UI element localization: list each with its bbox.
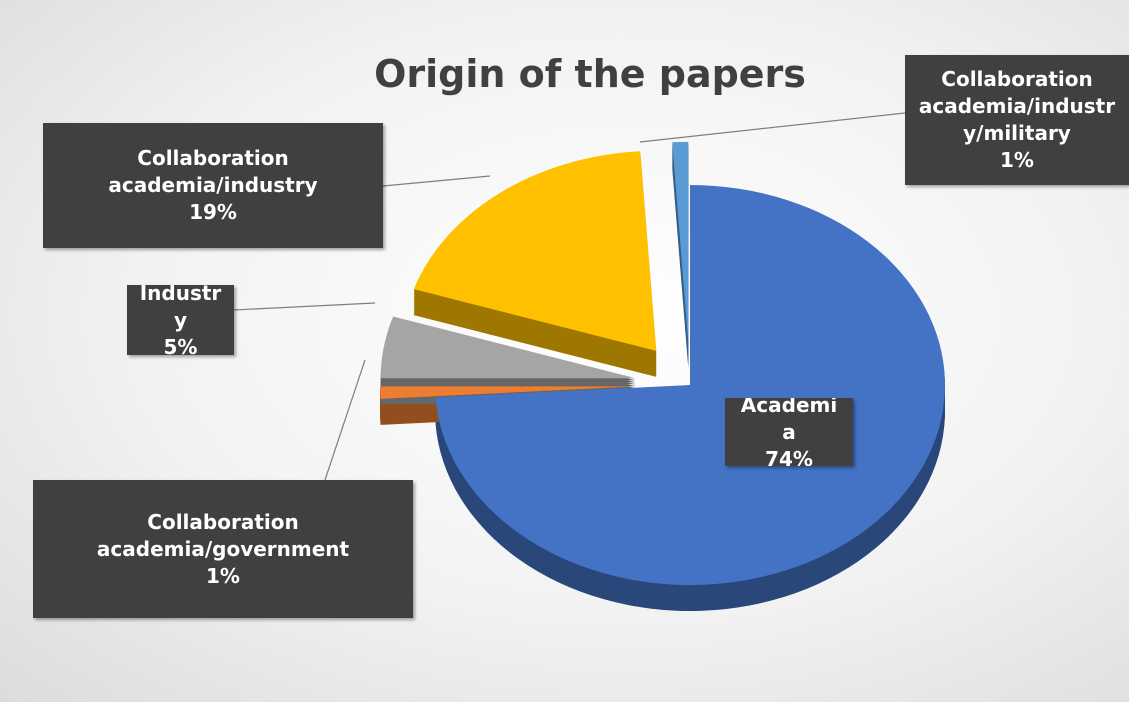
data-label: Collaboration academia/government 1%	[33, 480, 413, 618]
leader-line	[233, 302, 376, 311]
pie	[380, 141, 946, 611]
label-value: 5%	[163, 334, 198, 356]
data-label: Industry 5%	[127, 285, 234, 355]
label-name: Collaboration academia/industry/military	[918, 67, 1116, 145]
slice	[380, 386, 636, 399]
label-name: Collaboration academia/industry	[108, 146, 318, 197]
data-label: Collaboration academia/industry 19%	[43, 123, 383, 248]
slice	[380, 316, 636, 379]
slice	[413, 151, 657, 351]
label-value: 1%	[206, 563, 240, 588]
label-value: 74%	[765, 446, 813, 467]
leader-line	[639, 112, 906, 143]
leader-line	[382, 175, 491, 187]
slice	[435, 185, 946, 585]
label-name: Academia	[740, 398, 838, 444]
leader-line	[324, 359, 366, 481]
label-value: 19%	[189, 200, 237, 224]
leader-lines	[233, 112, 906, 481]
data-label: Collaboration academia/industry/military…	[905, 55, 1129, 185]
label-name: Industry	[139, 285, 222, 332]
label-value: 1%	[1000, 148, 1034, 172]
data-label: Academia 74%	[725, 398, 853, 466]
chart-title: Origin of the papers	[374, 52, 806, 96]
slice	[672, 141, 689, 342]
label-name: Collaboration academia/government	[96, 509, 350, 561]
